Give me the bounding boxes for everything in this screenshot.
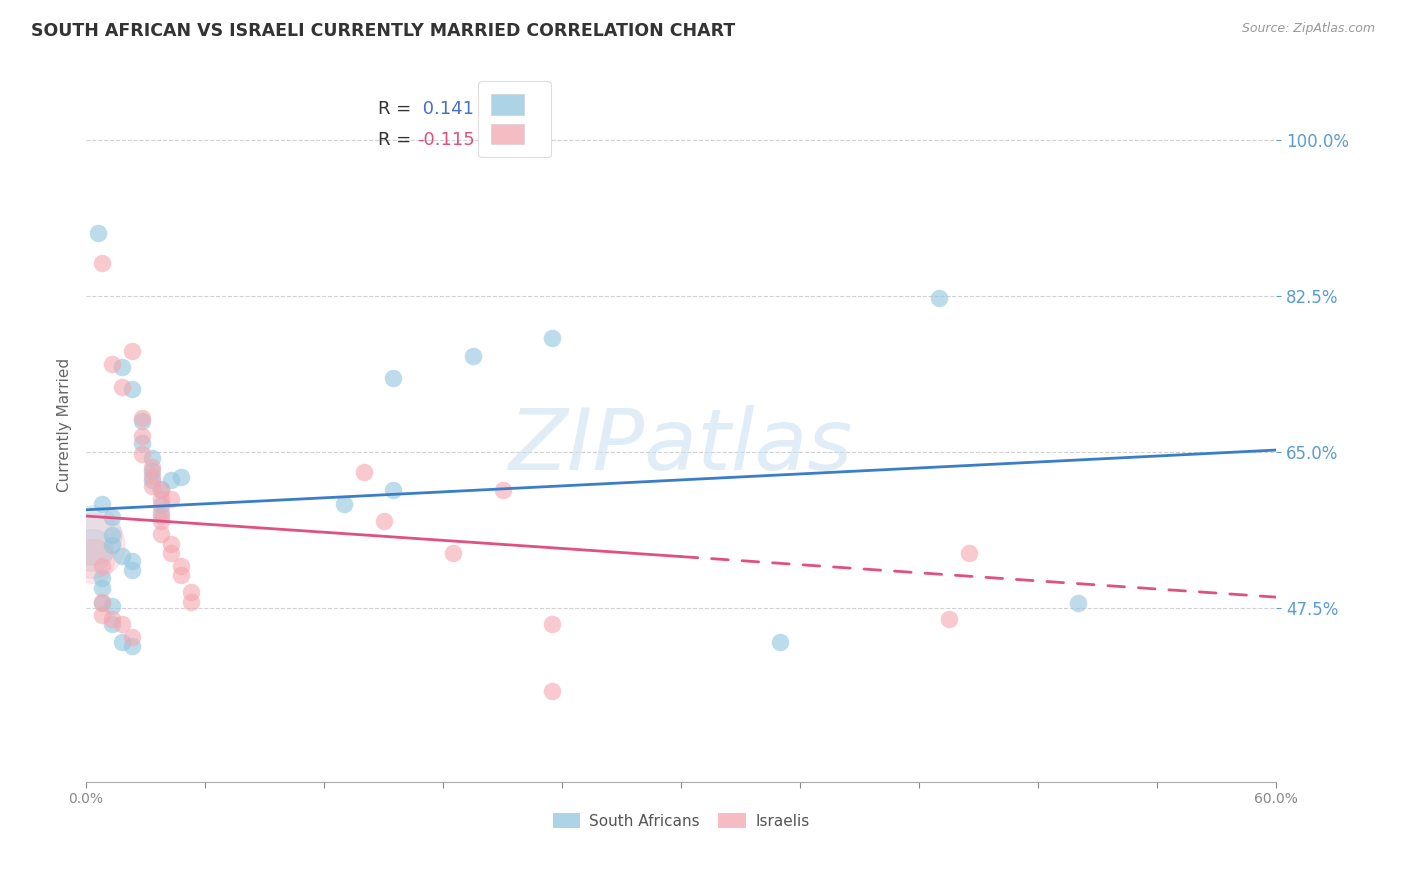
- Text: 29: 29: [506, 100, 531, 118]
- Point: [101, 527, 124, 541]
- Text: N =: N =: [470, 100, 520, 118]
- Point: [121, 563, 143, 577]
- Point: [141, 460, 163, 475]
- Point: [441, 545, 464, 559]
- Point: [121, 554, 143, 568]
- Point: [80, 538, 103, 552]
- Point: [170, 470, 193, 484]
- Point: [382, 483, 405, 498]
- Point: [121, 383, 143, 397]
- Point: [461, 349, 484, 363]
- Text: SOUTH AFRICAN VS ISRAELI CURRENTLY MARRIED CORRELATION CHART: SOUTH AFRICAN VS ISRAELI CURRENTLY MARRI…: [31, 22, 735, 40]
- Point: [101, 612, 124, 626]
- Point: [769, 634, 792, 648]
- Point: [121, 344, 143, 359]
- Point: [160, 492, 183, 507]
- Point: [141, 479, 163, 493]
- Text: ZIPatlas: ZIPatlas: [509, 405, 853, 488]
- Point: [150, 492, 173, 507]
- Point: [91, 571, 114, 585]
- Point: [91, 256, 114, 270]
- Point: [382, 371, 405, 385]
- Point: [1067, 596, 1090, 610]
- Point: [101, 599, 124, 613]
- Point: [101, 358, 124, 372]
- Point: [131, 429, 153, 443]
- Point: [80, 527, 103, 541]
- Point: [91, 607, 114, 622]
- Point: [333, 496, 356, 510]
- Point: [141, 451, 163, 466]
- Point: [541, 616, 564, 631]
- Point: [80, 553, 103, 567]
- Point: [131, 411, 153, 425]
- Point: [180, 584, 202, 599]
- Point: [131, 414, 153, 428]
- Point: [170, 558, 193, 573]
- Point: [491, 483, 513, 498]
- Point: [541, 331, 564, 345]
- Point: [541, 683, 564, 698]
- Point: [91, 581, 114, 595]
- Point: [160, 536, 183, 550]
- Point: [111, 360, 134, 375]
- Text: R =: R =: [378, 100, 416, 118]
- Point: [111, 549, 134, 563]
- Point: [150, 483, 173, 497]
- Point: [150, 514, 173, 528]
- Point: [121, 630, 143, 644]
- Point: [957, 545, 980, 559]
- Point: [170, 567, 193, 582]
- Point: [160, 545, 183, 559]
- Point: [150, 505, 173, 519]
- Point: [91, 496, 114, 510]
- Point: [101, 537, 124, 551]
- Point: [111, 380, 134, 394]
- Point: [80, 542, 103, 557]
- Point: [150, 483, 173, 498]
- Point: [91, 594, 114, 608]
- Point: [150, 498, 173, 512]
- Point: [141, 469, 163, 483]
- Point: [91, 596, 114, 610]
- Text: 36: 36: [506, 131, 531, 149]
- Text: Source: ZipAtlas.com: Source: ZipAtlas.com: [1241, 22, 1375, 36]
- Point: [150, 526, 173, 541]
- Point: [131, 436, 153, 450]
- Point: [150, 508, 173, 523]
- Point: [373, 514, 395, 528]
- Text: -0.115: -0.115: [418, 131, 475, 149]
- Point: [928, 291, 950, 305]
- Point: [160, 474, 183, 488]
- Point: [101, 616, 124, 631]
- Point: [938, 612, 960, 626]
- Point: [111, 634, 134, 648]
- Point: [131, 447, 153, 461]
- Point: [87, 227, 110, 241]
- Text: N =: N =: [470, 131, 520, 149]
- Point: [180, 594, 202, 608]
- Point: [101, 509, 124, 524]
- Point: [121, 639, 143, 653]
- Point: [91, 558, 114, 573]
- Point: [141, 465, 163, 479]
- Point: [111, 616, 134, 631]
- Y-axis label: Currently Married: Currently Married: [58, 358, 72, 492]
- Legend: South Africans, Israelis: South Africans, Israelis: [547, 806, 815, 835]
- Text: 0.141: 0.141: [418, 100, 474, 118]
- Point: [353, 466, 375, 480]
- Text: R =: R =: [378, 131, 416, 149]
- Point: [141, 474, 163, 488]
